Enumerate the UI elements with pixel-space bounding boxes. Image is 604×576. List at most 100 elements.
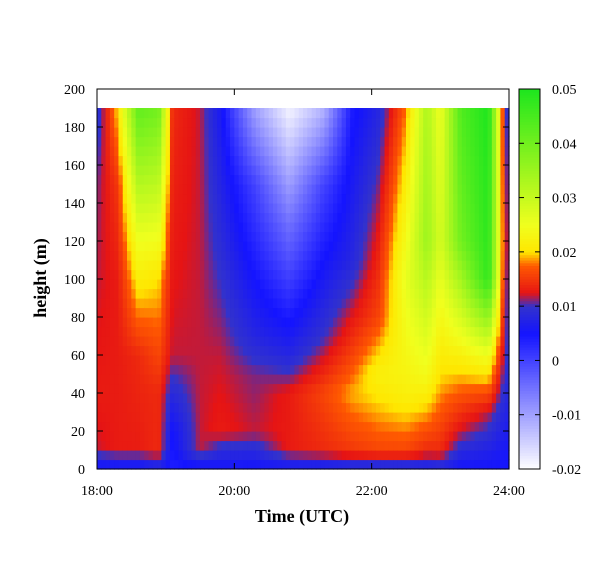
heatmap-cell (453, 203, 459, 214)
heatmap-cell (238, 345, 244, 356)
heatmap-cell (144, 450, 150, 461)
heatmap-cell (436, 117, 441, 128)
heatmap-cell (380, 203, 386, 214)
heatmap-cell (496, 136, 502, 147)
heatmap-cell (354, 336, 360, 347)
heatmap-cell (272, 402, 278, 413)
heatmap-cell (230, 222, 235, 233)
heatmap-cell (418, 298, 424, 309)
heatmap-cell (294, 374, 300, 385)
heatmap-cell (440, 165, 446, 176)
heatmap-cell (178, 231, 184, 242)
heatmap-cell (393, 307, 399, 318)
heatmap-cell (384, 250, 390, 261)
heatmap-cell (204, 193, 210, 204)
colorbar-cell (519, 447, 540, 451)
heatmap-cell (303, 364, 308, 375)
heatmap-cell (307, 336, 313, 347)
heatmap-cell (200, 174, 205, 185)
heatmap-cell (144, 222, 150, 233)
heatmap-cell (491, 412, 497, 423)
heatmap-cell (247, 212, 253, 223)
heatmap-cell (487, 345, 493, 356)
heatmap-cell (174, 212, 180, 223)
heatmap-cell (225, 326, 231, 337)
heatmap-cell (169, 136, 175, 147)
heatmap-cell (384, 212, 390, 223)
heatmap-cell (152, 127, 158, 138)
heatmap-cell (380, 345, 386, 356)
heatmap-cell (234, 203, 240, 214)
heatmap-cell (350, 279, 356, 290)
heatmap-cell (491, 269, 497, 280)
heatmap-cell (380, 231, 386, 242)
heatmap-cell (285, 212, 291, 223)
colorbar-tick-label: 0.04 (552, 137, 577, 152)
heatmap-cell (264, 326, 270, 337)
heatmap-cell (375, 345, 381, 356)
heatmap-cell (281, 212, 287, 223)
heatmap-cell (195, 279, 201, 290)
heatmap-cell (157, 136, 162, 147)
heatmap-cell (161, 146, 167, 157)
heatmap-cell (406, 326, 411, 337)
heatmap-cell (281, 345, 287, 356)
heatmap-cell (423, 450, 429, 461)
heatmap-cell (418, 402, 424, 413)
heatmap-cell (487, 165, 493, 176)
heatmap-cell (375, 231, 381, 242)
colorbar-cell (519, 173, 540, 177)
heatmap-cell (414, 108, 420, 119)
heatmap-cell (375, 117, 381, 128)
heatmap-cell (285, 383, 291, 394)
heatmap-cell (247, 431, 253, 442)
heatmap-cell (234, 260, 240, 271)
heatmap-cell (444, 117, 450, 128)
heatmap-cell (448, 269, 454, 280)
heatmap-cell (350, 336, 356, 347)
heatmap-cell (380, 279, 386, 290)
heatmap-cell (341, 393, 347, 404)
heatmap-cell (303, 269, 308, 280)
heatmap-cell (264, 212, 270, 223)
heatmap-cell (397, 412, 403, 423)
heatmap-cell (337, 174, 343, 185)
heatmap-cell (268, 155, 274, 166)
heatmap-cell (397, 440, 403, 451)
heatmap-cell (234, 279, 240, 290)
heatmap-cell (427, 326, 433, 337)
heatmap-cell (212, 355, 218, 366)
heatmap-cell (478, 108, 484, 119)
heatmap-cell (230, 288, 235, 299)
heatmap-cell (251, 336, 257, 347)
heatmap-cell (294, 203, 300, 214)
heatmap-cell (414, 431, 420, 442)
heatmap-cell (264, 184, 270, 195)
heatmap-cell (251, 165, 257, 176)
heatmap-cell (410, 260, 416, 271)
heatmap-cell (483, 402, 489, 413)
heatmap-cell (307, 174, 313, 185)
heatmap-cell (474, 288, 480, 299)
heatmap-cell (307, 279, 313, 290)
heatmap-cell (242, 269, 248, 280)
y-tick-label: 80 (71, 311, 85, 326)
heatmap-cell (97, 307, 102, 318)
heatmap-cell (384, 146, 390, 157)
heatmap-cell (440, 279, 446, 290)
heatmap-cell (191, 440, 197, 451)
heatmap-cell (281, 250, 287, 261)
heatmap-cell (320, 174, 326, 185)
heatmap-cell (268, 326, 274, 337)
heatmap-cell (466, 364, 471, 375)
heatmap-cell (393, 288, 399, 299)
heatmap-cell (324, 146, 330, 157)
heatmap-cell (453, 450, 459, 461)
heatmap-cell (221, 165, 227, 176)
heatmap-cell (307, 184, 313, 195)
heatmap-cell (118, 364, 124, 375)
heatmap-cell (234, 355, 240, 366)
colorbar-cell (519, 395, 540, 400)
heatmap-cell (388, 108, 394, 119)
heatmap-cell (324, 345, 330, 356)
